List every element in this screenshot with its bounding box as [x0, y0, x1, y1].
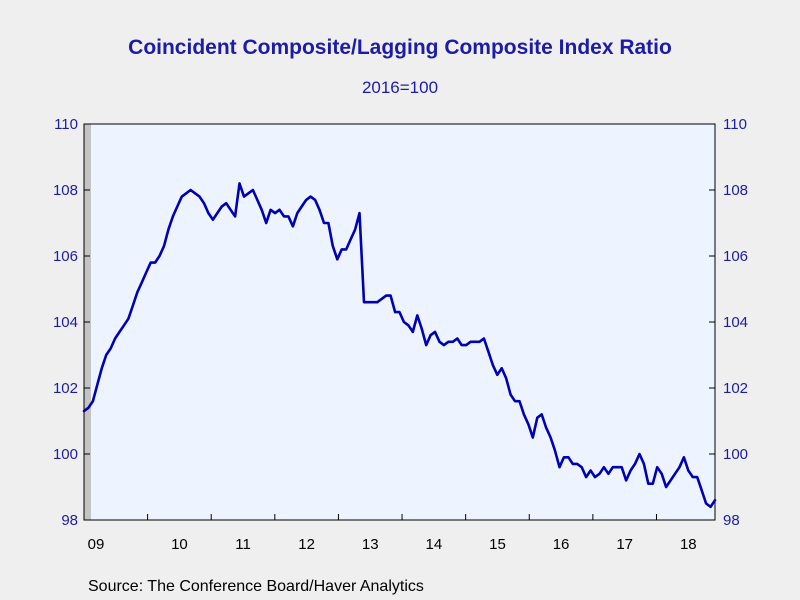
x-tick-label: 13 — [362, 536, 379, 553]
x-tick-label: 11 — [235, 536, 251, 553]
plot-area — [84, 124, 715, 520]
y-tick-label-right: 98 — [723, 512, 740, 529]
chart-subtitle: 2016=100 — [361, 78, 439, 97]
x-tick-label: 16 — [553, 536, 570, 553]
y-tick-label-right: 106 — [723, 248, 748, 265]
y-tick-label-left: 106 — [53, 248, 78, 265]
x-tick-label: 10 — [171, 536, 188, 553]
y-tick-label-right: 110 — [723, 116, 747, 133]
y-tick-label-right: 108 — [723, 182, 748, 199]
x-tick-label: 12 — [298, 536, 315, 553]
x-tick-label: 09 — [88, 536, 105, 553]
y-tick-label-left: 108 — [53, 182, 78, 199]
series-line — [82, 182, 717, 509]
x-tick-label: 18 — [680, 536, 697, 553]
chart-source: Source: The Conference Board/Haver Analy… — [88, 578, 424, 595]
x-tick-label: 15 — [489, 536, 506, 553]
x-tick-label: 14 — [426, 536, 443, 553]
chart-title: Coincident Composite/Lagging Composite I… — [128, 36, 672, 59]
y-tick-label-left: 110 — [54, 116, 78, 133]
y-tick-label-left: 98 — [61, 512, 78, 529]
y-tick-label-left: 102 — [53, 380, 78, 397]
x-tick-label: 17 — [616, 536, 633, 553]
y-tick-label-right: 102 — [723, 380, 748, 397]
y-tick-label-left: 100 — [53, 446, 78, 463]
y-tick-label-left: 104 — [53, 314, 78, 331]
y-tick-label-right: 104 — [723, 314, 748, 331]
y-tick-label-right: 100 — [723, 446, 748, 463]
